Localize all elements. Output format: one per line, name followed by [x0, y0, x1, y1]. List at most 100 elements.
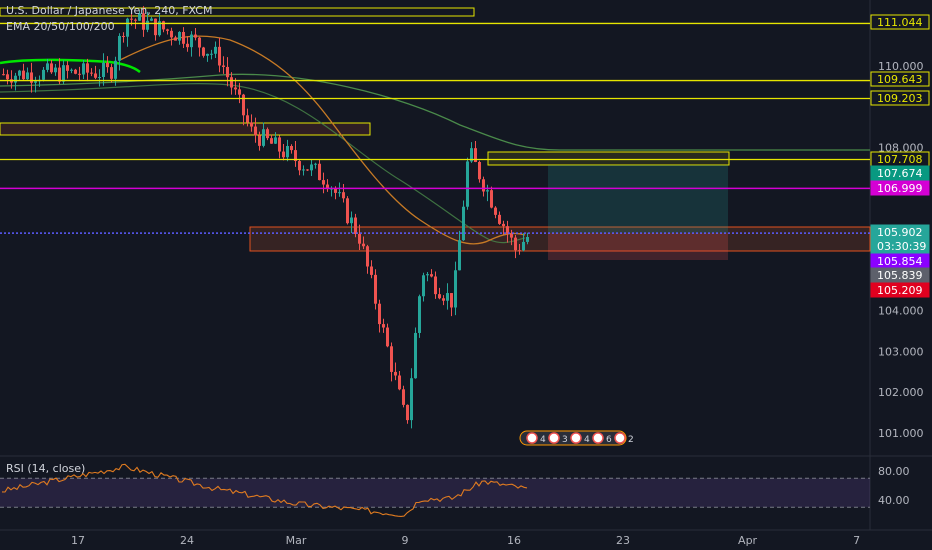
- stop-zone: [548, 233, 728, 260]
- candle-body: [494, 207, 497, 215]
- price-tag-label: 109.203: [877, 92, 923, 105]
- event-badge[interactable]: [614, 432, 626, 444]
- event-badge-count: 6: [606, 435, 612, 445]
- candle-body: [86, 63, 89, 73]
- event-badge[interactable]: [592, 432, 604, 444]
- candle-body: [26, 72, 29, 80]
- candle-body: [326, 184, 329, 190]
- candle-body: [426, 274, 429, 276]
- price-tag[interactable]: [870, 71, 930, 87]
- price-tag[interactable]: [870, 282, 930, 298]
- event-badge[interactable]: [548, 432, 560, 444]
- price-axis[interactable]: 110.000 108.000 104.000 103.000 102.000 101.0…: [870, 14, 930, 507]
- candle-body: [510, 233, 513, 238]
- candle-body: [406, 404, 409, 421]
- candle-body: [214, 46, 217, 54]
- candle-body: [482, 179, 485, 192]
- rsi-line: [1, 463, 528, 517]
- candle-body: [270, 138, 273, 144]
- candle-body: [430, 274, 433, 277]
- candle-body: [478, 161, 481, 180]
- candle-body: [110, 67, 113, 79]
- candle-body: [514, 237, 517, 251]
- candle-body: [378, 303, 381, 325]
- candle-body: [434, 276, 437, 295]
- price-tag-label: 107.708: [877, 153, 923, 166]
- price-tag[interactable]: [870, 238, 930, 254]
- time-tick-label: 24: [180, 534, 194, 547]
- grid: [0, 0, 932, 531]
- candle-body: [498, 214, 501, 224]
- candle-body: [166, 29, 169, 31]
- candle-body: [318, 163, 321, 181]
- candle-body: [70, 69, 73, 71]
- event-badge[interactable]: [570, 432, 582, 444]
- candle-body: [50, 63, 53, 73]
- candle-body: [474, 148, 477, 162]
- time-tick-label: 17: [71, 534, 85, 547]
- event-badge[interactable]: [526, 432, 538, 444]
- time-tick-label: Apr: [738, 534, 758, 547]
- candle-body: [82, 63, 85, 75]
- price-tag[interactable]: [870, 90, 930, 106]
- price-tick-label: 110.000: [878, 60, 924, 73]
- candle-body: [202, 47, 205, 56]
- candle-body: [234, 87, 237, 90]
- candle-body: [134, 19, 137, 21]
- event-badge-count: 3: [562, 435, 568, 445]
- candle-body: [22, 70, 25, 80]
- price-tag-label: 106.999: [877, 182, 923, 195]
- target-box: [487, 151, 730, 166]
- candle-body: [250, 122, 253, 127]
- candle-body: [162, 21, 165, 30]
- candle-body: [170, 30, 173, 38]
- time-tick-label: Mar: [286, 534, 307, 547]
- event-badges[interactable]: 4 3 4 6 2: [519, 430, 634, 446]
- price-tag[interactable]: [870, 180, 930, 196]
- candle-body: [242, 94, 245, 116]
- resistance-box-top: [0, 7, 475, 17]
- candle-body: [126, 18, 129, 37]
- ema-indicator-label[interactable]: EMA 20/50/100/200: [6, 20, 115, 33]
- candle-body: [238, 89, 241, 95]
- candle-body: [142, 13, 145, 30]
- candle-body: [98, 77, 101, 79]
- candle-body: [66, 65, 69, 71]
- candle-body: [230, 77, 233, 88]
- price-tag-label: 105.209: [877, 284, 923, 297]
- candle-body: [182, 31, 185, 44]
- price-tag-label: 105.902: [877, 226, 923, 239]
- candle-body: [458, 240, 461, 271]
- candle-body: [54, 67, 57, 73]
- candle-body: [338, 192, 341, 194]
- candle-body: [394, 371, 397, 376]
- candle-body: [78, 73, 81, 75]
- candle-body: [354, 217, 357, 234]
- candle-body: [446, 293, 449, 301]
- rsi-indicator-label[interactable]: RSI (14, close): [6, 462, 86, 475]
- candle-body: [222, 65, 225, 67]
- time-axis[interactable]: 17 24 Mar 9 16 23 Apr 7: [71, 534, 860, 547]
- candle-body: [490, 190, 493, 208]
- candle-body: [362, 243, 365, 247]
- time-tick-label: 7: [853, 534, 860, 547]
- candle-body: [454, 270, 457, 308]
- candle-body: [370, 266, 373, 275]
- candle-body: [350, 217, 353, 224]
- candle-body: [310, 164, 313, 171]
- candle-body: [334, 188, 337, 193]
- ema-lines: [0, 35, 870, 245]
- candle-body: [450, 293, 453, 308]
- candle-body: [18, 70, 21, 76]
- candle-body: [418, 296, 421, 333]
- candle-body: [46, 63, 49, 70]
- price-tag[interactable]: [870, 165, 930, 181]
- candle-body: [346, 198, 349, 224]
- candle-body: [262, 129, 265, 146]
- event-badge-count: 4: [540, 435, 546, 445]
- candle-body: [306, 169, 309, 171]
- price-tick-label: 101.000: [878, 427, 924, 440]
- price-tag[interactable]: [870, 14, 930, 30]
- price-tag[interactable]: [870, 267, 930, 283]
